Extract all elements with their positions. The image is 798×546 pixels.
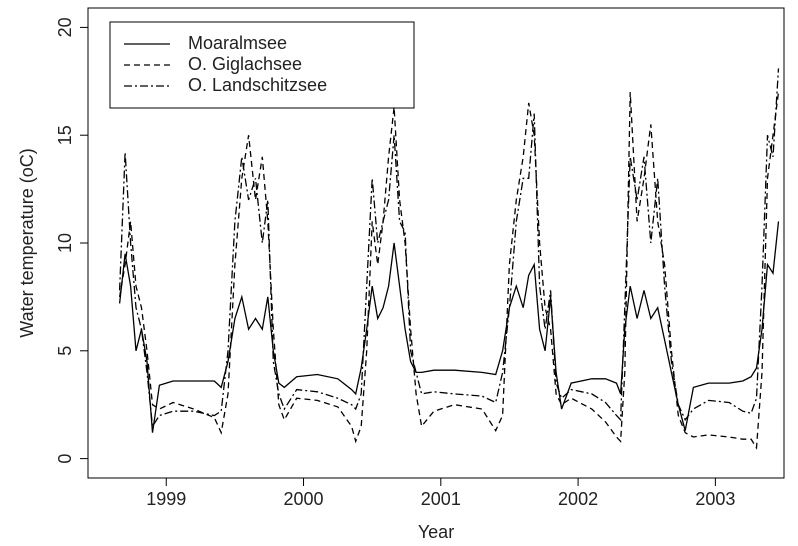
x-tick-label: 2002: [558, 489, 598, 509]
legend-label: O. Giglachsee: [188, 54, 302, 74]
y-tick-label: 10: [55, 233, 75, 253]
series-line: [118, 221, 780, 433]
x-tick-label: 1999: [146, 489, 186, 509]
y-tick-label: 0: [55, 454, 75, 464]
x-tick-label: 2000: [284, 489, 324, 509]
y-tick-label: 15: [55, 125, 75, 145]
x-tick-label: 2001: [421, 489, 461, 509]
series-line: [118, 92, 780, 450]
legend-label: O. Landschitzsee: [188, 75, 327, 95]
legend-label: Moaralmsee: [188, 33, 287, 53]
series-line: [118, 68, 780, 429]
y-axis-label: Water temperature (oC): [17, 148, 37, 337]
y-tick-label: 5: [55, 346, 75, 356]
x-tick-label: 2003: [695, 489, 735, 509]
y-tick-label: 20: [55, 17, 75, 37]
x-axis-label: Year: [418, 522, 454, 542]
legend-box: [109, 21, 415, 109]
